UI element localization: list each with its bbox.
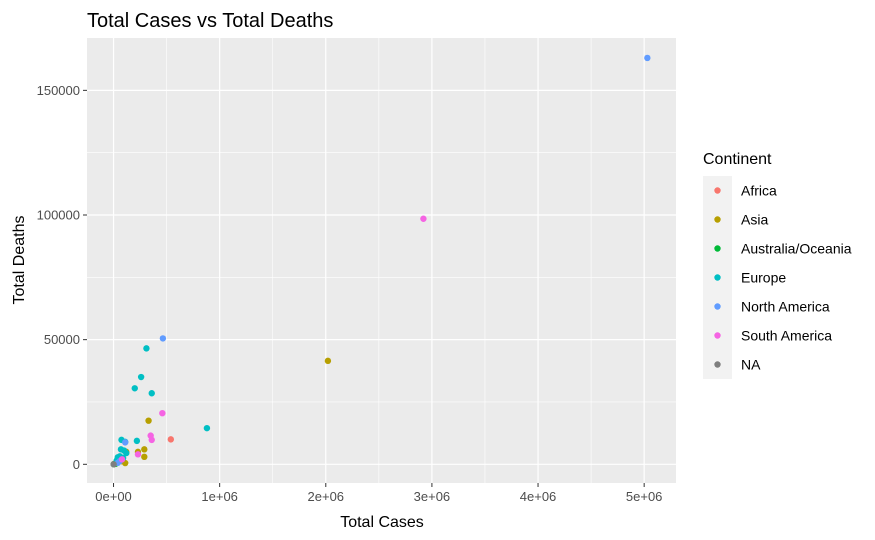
- point-na: [110, 461, 117, 468]
- point-north-america: [122, 439, 129, 446]
- legend-swatch: [714, 361, 721, 368]
- x-tick-label: 2e+06: [308, 489, 345, 504]
- point-north-america: [644, 54, 651, 62]
- plot-panel: [87, 38, 676, 483]
- point-europe: [131, 385, 138, 392]
- point-south-america: [148, 436, 155, 444]
- point-south-america: [420, 215, 427, 222]
- legend-swatch: [714, 187, 721, 194]
- point-europe: [123, 449, 130, 457]
- x-tick-label: 1e+06: [201, 489, 238, 504]
- y-tick-label: 150000: [37, 83, 80, 98]
- point-south-america: [134, 451, 142, 458]
- x-tick-label: 5e+06: [626, 489, 663, 504]
- point-asia: [141, 453, 148, 461]
- point-asia: [145, 417, 152, 424]
- x-tick-label: 3e+06: [414, 489, 451, 504]
- x-tick-label: 4e+06: [520, 489, 557, 504]
- major-gridlines: [87, 38, 676, 483]
- point-europe: [137, 373, 145, 381]
- chart-title: Total Cases vs Total Deaths: [87, 10, 333, 32]
- legend-label: Australia/Oceania: [741, 241, 852, 257]
- y-axis-title: Total Deaths: [11, 216, 28, 305]
- legend-item-south-america: South America: [703, 321, 832, 350]
- point-south-america: [159, 409, 166, 417]
- legend-item-north-america: North America: [703, 292, 830, 321]
- point-europe: [203, 424, 211, 432]
- legend-item-asia: Asia: [703, 205, 768, 234]
- legend-label: Asia: [741, 212, 768, 228]
- point-africa: [167, 436, 175, 443]
- minor-gridlines: [87, 38, 676, 483]
- point-europe: [143, 345, 150, 352]
- point-europe: [148, 390, 155, 397]
- x-tick-label: 0e+00: [95, 489, 132, 504]
- legend-label: North America: [741, 299, 830, 315]
- y-tick-label: 100000: [37, 208, 80, 223]
- legend: Africa Asia Australia/Oceania Europe North A…: [703, 176, 852, 379]
- legend-title: Continent: [703, 151, 772, 168]
- y-tick-label: 50000: [44, 332, 80, 347]
- x-axis-title: Total Cases: [340, 514, 424, 531]
- y-axis-ticks: 0 50000 100000 150000: [37, 83, 87, 472]
- legend-item-africa: Africa: [703, 176, 777, 205]
- point-south-america: [118, 456, 126, 463]
- point-north-america: [159, 335, 167, 342]
- y-tick-label: 0: [73, 457, 80, 472]
- legend-item-australia-oceania: Australia/Oceania: [703, 234, 852, 263]
- legend-label: Africa: [741, 183, 777, 199]
- legend-item-na: NA: [703, 350, 761, 379]
- legend-swatch: [714, 245, 721, 252]
- point-asia: [324, 357, 332, 365]
- legend-label: Europe: [741, 270, 786, 286]
- legend-item-europe: Europe: [703, 263, 786, 292]
- point-europe: [133, 437, 141, 445]
- point-asia: [141, 446, 148, 453]
- legend-swatch: [714, 216, 721, 223]
- legend-label: South America: [741, 328, 832, 344]
- legend-swatch: [714, 332, 721, 339]
- legend-swatch: [714, 303, 721, 310]
- data-points: [110, 54, 651, 468]
- legend-label: NA: [741, 357, 761, 373]
- legend-swatch: [714, 274, 721, 281]
- x-axis-ticks: 0e+00 1e+06 2e+06 3e+06 4e+06 5e+06: [95, 483, 662, 504]
